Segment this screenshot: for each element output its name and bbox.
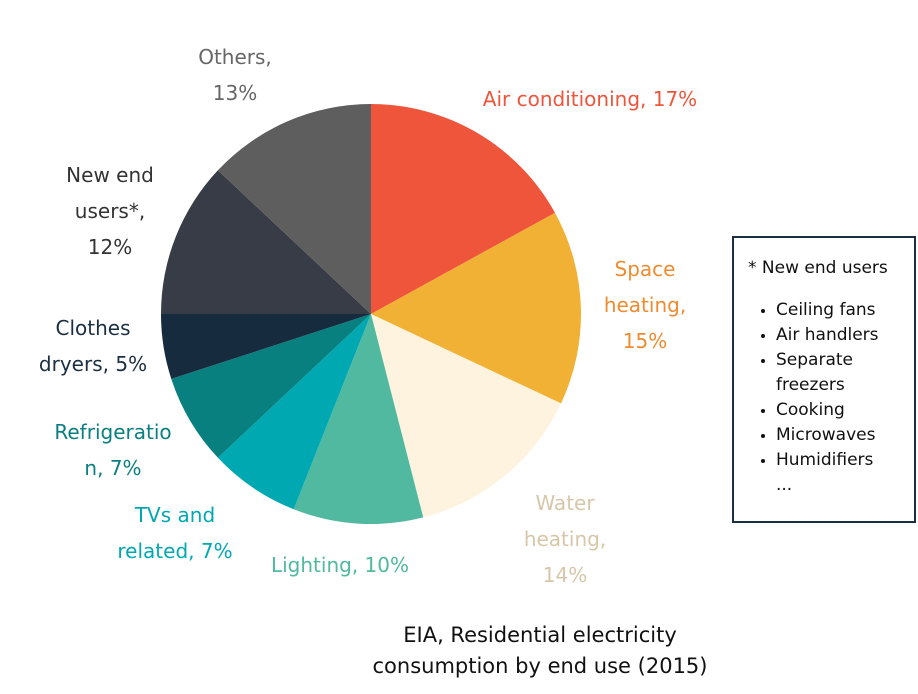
legend-box-title: * New end users [748, 258, 888, 278]
slice-value: 15% [622, 329, 668, 353]
pie-slice [161, 314, 371, 379]
legend-box-list: Ceiling fansAir handlersSeparate freezer… [734, 298, 914, 498]
slice-value: 14% [542, 563, 588, 587]
slice-value: 17% [652, 87, 698, 111]
slice-label: Refrigeration, 7% [51, 414, 175, 486]
slice-label: Lighting, 10% [230, 547, 450, 583]
slice-category: Air conditioning, [482, 87, 647, 111]
legend-box-item: Separate freezers [776, 348, 914, 398]
slice-label: New end users*, 12% [50, 157, 170, 265]
legend-box-item: Humidifiers [776, 448, 914, 473]
legend-box-item: Air handlers [776, 323, 914, 348]
slice-category: Lighting, [270, 553, 359, 577]
slice-label: Air conditioning, 17% [480, 81, 700, 117]
legend-box-item: Ceiling fans [776, 298, 914, 323]
slice-value: 7% [200, 539, 233, 563]
slice-value: 7% [109, 456, 142, 480]
pie-slice [293, 314, 424, 524]
slice-value: 13% [212, 81, 258, 105]
slice-category: New end users*, [66, 163, 154, 223]
legend-box-item: ... [776, 475, 793, 495]
slice-value: 12% [87, 235, 133, 259]
pie-slice [371, 212, 581, 404]
slice-label: Clothes dryers, 5% [18, 310, 168, 382]
pie-slice [371, 314, 562, 518]
slice-label: TVs and related, 7% [100, 497, 250, 569]
slice-category: Clothes dryers, [38, 316, 131, 376]
pie-slice [371, 104, 556, 314]
slice-category: Water heating, [523, 491, 607, 551]
legend-box: * New end users Ceiling fansAir handlers… [732, 236, 916, 523]
legend-box-item: Cooking [776, 398, 914, 423]
slice-label: Others, 13% [180, 39, 290, 111]
slice-label: Space heating, 15% [590, 251, 700, 359]
slice-label: Water heating, 14% [510, 485, 620, 593]
slice-value: 10% [364, 553, 409, 577]
slice-category: Others, [198, 45, 272, 69]
pie-slice [161, 170, 371, 314]
pie-slice [217, 104, 371, 314]
slice-category: Refrigeration, [54, 420, 172, 480]
slice-category: TVs and related, [117, 503, 216, 563]
legend-box-item: Microwaves [776, 423, 914, 448]
slice-category: Space heating, [603, 257, 687, 317]
source-note: EIA, Residential electricity consumption… [372, 623, 708, 678]
slice-value: 5% [115, 352, 148, 376]
pie-slice [217, 314, 371, 510]
pie-slice [171, 314, 371, 458]
